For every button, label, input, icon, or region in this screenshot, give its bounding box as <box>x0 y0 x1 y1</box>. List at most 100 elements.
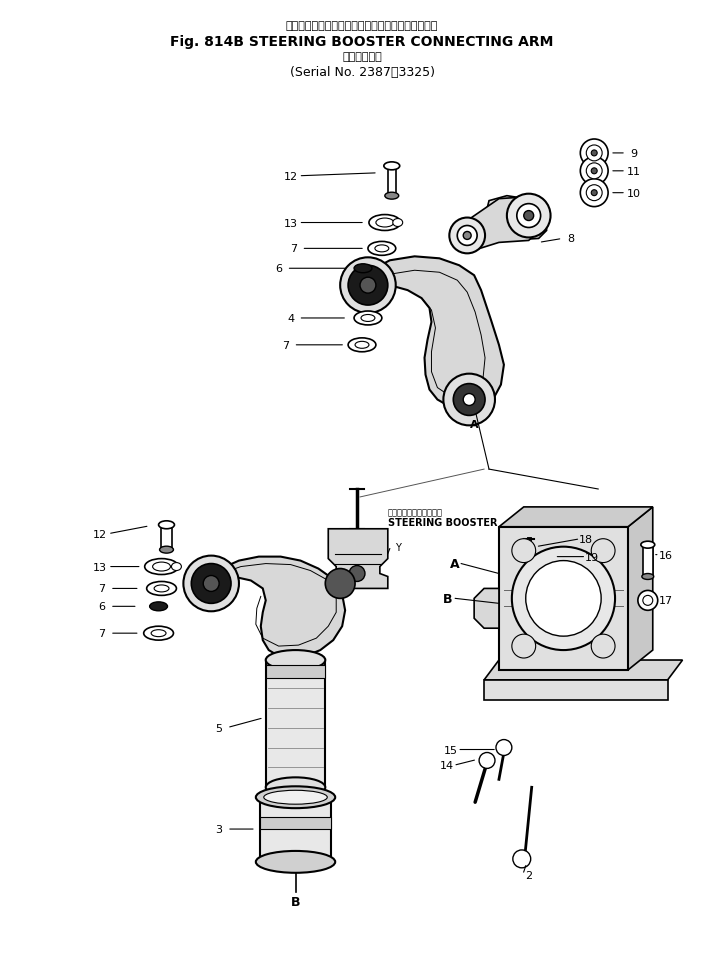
Polygon shape <box>499 528 628 670</box>
Text: ステアリング　ブースタ　コネクティング　アーム: ステアリング ブースタ コネクティング アーム <box>286 21 438 30</box>
Circle shape <box>444 374 495 426</box>
Text: （適用号機）: （適用号機） <box>342 53 382 63</box>
Ellipse shape <box>641 541 655 549</box>
Ellipse shape <box>368 242 396 256</box>
Text: 4: 4 <box>287 314 294 323</box>
Circle shape <box>203 575 219 592</box>
Ellipse shape <box>154 585 169 592</box>
Circle shape <box>479 752 495 769</box>
Circle shape <box>512 539 536 563</box>
Ellipse shape <box>361 316 375 322</box>
Ellipse shape <box>375 245 389 253</box>
Text: 13: 13 <box>93 562 107 572</box>
Ellipse shape <box>266 778 326 797</box>
Polygon shape <box>474 589 499 628</box>
Text: (Serial No. 2387～3325): (Serial No. 2387～3325) <box>289 66 434 79</box>
Ellipse shape <box>153 563 170 572</box>
Polygon shape <box>643 547 652 576</box>
Ellipse shape <box>160 546 173 554</box>
Text: 16: 16 <box>658 550 673 560</box>
Polygon shape <box>484 660 682 680</box>
Polygon shape <box>484 680 668 701</box>
Polygon shape <box>368 257 504 410</box>
Text: 3: 3 <box>215 825 223 834</box>
Text: 19: 19 <box>585 552 600 562</box>
Text: Y: Y <box>394 542 401 552</box>
Text: A: A <box>470 420 478 430</box>
Circle shape <box>523 211 534 222</box>
Circle shape <box>463 394 475 406</box>
Circle shape <box>457 227 477 246</box>
Text: 12: 12 <box>93 530 107 539</box>
Ellipse shape <box>159 522 175 530</box>
Text: 7: 7 <box>99 584 106 594</box>
Circle shape <box>507 194 550 238</box>
Circle shape <box>638 591 658 611</box>
Polygon shape <box>260 797 331 862</box>
Circle shape <box>517 204 541 229</box>
Polygon shape <box>213 557 345 658</box>
Circle shape <box>191 564 231 604</box>
Text: 7: 7 <box>290 244 297 254</box>
Ellipse shape <box>172 563 181 571</box>
Circle shape <box>591 150 597 156</box>
Circle shape <box>453 384 485 416</box>
Circle shape <box>526 561 601 636</box>
Text: ステアリング　ブースタ: ステアリング ブースタ <box>388 507 443 517</box>
Ellipse shape <box>385 193 399 200</box>
Text: 6: 6 <box>99 602 106 612</box>
Circle shape <box>591 169 597 175</box>
Ellipse shape <box>145 559 178 574</box>
Text: 12: 12 <box>283 172 298 182</box>
Ellipse shape <box>264 790 327 804</box>
Circle shape <box>643 596 652 606</box>
Circle shape <box>587 164 602 180</box>
Circle shape <box>326 569 355 599</box>
Text: B: B <box>291 895 300 909</box>
Ellipse shape <box>256 851 335 872</box>
Circle shape <box>580 157 608 186</box>
Circle shape <box>463 233 471 240</box>
Text: 11: 11 <box>627 167 641 177</box>
Text: Fig. 814B STEERING BOOSTER CONNECTING ARM: Fig. 814B STEERING BOOSTER CONNECTING AR… <box>170 34 554 49</box>
Circle shape <box>349 566 365 582</box>
Polygon shape <box>260 818 331 829</box>
Polygon shape <box>499 507 652 528</box>
Ellipse shape <box>376 219 394 228</box>
Text: 13: 13 <box>283 218 297 229</box>
Ellipse shape <box>151 630 166 637</box>
Polygon shape <box>388 170 396 196</box>
Polygon shape <box>467 197 544 253</box>
Circle shape <box>591 634 615 658</box>
Circle shape <box>512 547 615 651</box>
Circle shape <box>348 266 388 306</box>
Circle shape <box>591 191 597 196</box>
Ellipse shape <box>149 602 167 612</box>
Text: 9: 9 <box>630 149 637 158</box>
Circle shape <box>587 146 602 162</box>
Polygon shape <box>160 526 173 550</box>
Circle shape <box>580 140 608 168</box>
Polygon shape <box>484 196 547 241</box>
Text: 5: 5 <box>215 723 223 733</box>
Text: A: A <box>450 558 459 571</box>
Text: STEERING BOOSTER: STEERING BOOSTER <box>388 517 497 528</box>
Text: 18: 18 <box>579 534 593 544</box>
Text: 6: 6 <box>276 264 282 274</box>
Ellipse shape <box>384 163 399 171</box>
Text: 2: 2 <box>525 870 532 880</box>
Circle shape <box>512 634 536 658</box>
Ellipse shape <box>348 338 376 353</box>
Circle shape <box>450 218 485 254</box>
Text: 17: 17 <box>658 596 673 606</box>
Polygon shape <box>328 530 388 589</box>
Circle shape <box>587 186 602 201</box>
Ellipse shape <box>266 651 326 670</box>
Ellipse shape <box>369 215 401 232</box>
Text: 7: 7 <box>282 340 289 351</box>
Polygon shape <box>266 665 326 678</box>
Text: B: B <box>442 592 452 605</box>
Ellipse shape <box>144 626 173 641</box>
Ellipse shape <box>146 582 176 596</box>
Circle shape <box>544 569 552 576</box>
